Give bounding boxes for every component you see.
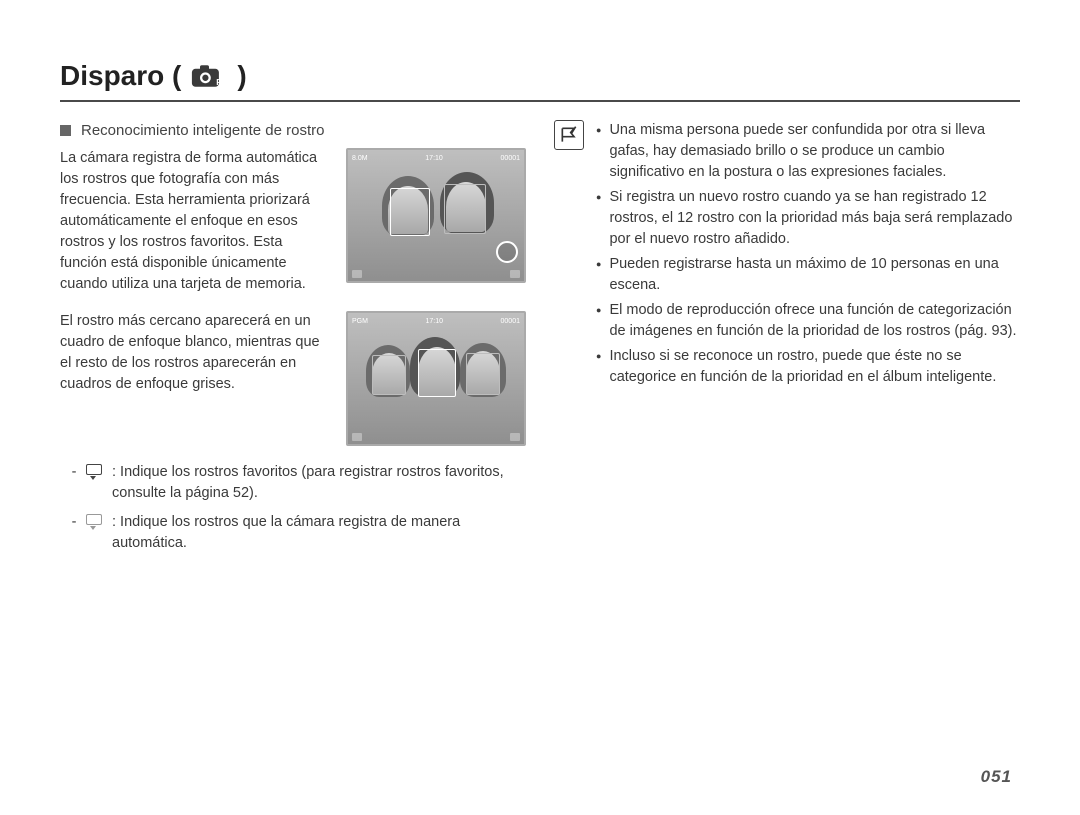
- focus-box: [444, 184, 486, 234]
- note-bullet: Pueden registrarse hasta un máximo de 10…: [596, 254, 1020, 296]
- para-2: El rostro más cercano aparecerá en un cu…: [60, 311, 332, 446]
- page-title-pre: Disparo (: [60, 60, 181, 92]
- dash: -: [70, 512, 78, 533]
- definition-text: : Indique los rostros que la cámara regi…: [112, 512, 526, 554]
- lcd-bottombar: [352, 433, 520, 441]
- focus-ring-icon: [496, 241, 518, 263]
- focus-box: [466, 353, 500, 395]
- page: Disparo ( Fn ) Reconocimiento inteligent…: [0, 0, 1080, 815]
- subheading-row: Reconocimiento inteligente de rostro: [60, 120, 526, 142]
- lcd-indicator-icon: [352, 270, 362, 278]
- lcd-preview-2: PGM 17:10 00001: [346, 311, 526, 446]
- note-bullet-text: El modo de reproducción ofrece una funci…: [609, 300, 1020, 342]
- dash: -: [70, 462, 78, 483]
- lcd-indicator-icon: [510, 270, 520, 278]
- note-bullet: Incluso si se reconoce un rostro, puede …: [596, 346, 1020, 388]
- lcd-readout: 00001: [501, 317, 520, 327]
- lcd-bottombar: [352, 270, 520, 278]
- page-title-post: ): [237, 60, 246, 92]
- lcd-indicator-icon: [510, 433, 520, 441]
- lcd-topbar: 8.0M 17:10 00001: [352, 154, 520, 164]
- note-bullet-text: Pueden registrarse hasta un máximo de 10…: [609, 254, 1020, 296]
- focus-box: [390, 188, 430, 236]
- title-row: Disparo ( Fn ): [60, 60, 1020, 102]
- left-column: Reconocimiento inteligente de rostro La …: [60, 120, 526, 562]
- block-2: El rostro más cercano aparecerá en un cu…: [60, 311, 526, 446]
- lcd-readout: 17:10: [425, 154, 443, 164]
- note-bullet-text: Si registra un nuevo rostro cuando ya se…: [609, 187, 1020, 250]
- svg-text:Fn: Fn: [217, 78, 227, 87]
- lcd-topbar: PGM 17:10 00001: [352, 317, 520, 327]
- columns: Reconocimiento inteligente de rostro La …: [60, 120, 1020, 562]
- page-number: 051: [981, 767, 1012, 787]
- definition-row: - : Indique los rostros favoritos (para r…: [70, 462, 526, 504]
- icon-definition-list: - : Indique los rostros favoritos (para r…: [60, 462, 526, 554]
- lcd-readout: 17:10: [425, 317, 443, 327]
- lcd-readout: PGM: [352, 317, 368, 327]
- subheading: Reconocimiento inteligente de rostro: [81, 120, 324, 142]
- camera-fn-icon: Fn: [191, 64, 227, 88]
- lcd-indicator-icon: [352, 433, 362, 441]
- lcd-readout: 8.0M: [352, 154, 368, 164]
- speech-bubble-icon: [86, 464, 104, 478]
- note-bullet-text: Incluso si se reconoce un rostro, puede …: [609, 346, 1020, 388]
- note-bullet: Una misma persona puede ser confundida p…: [596, 120, 1020, 183]
- para-1: La cámara registra de forma automática l…: [60, 148, 332, 295]
- lcd-preview-1: 8.0M 17:10 00001: [346, 148, 526, 283]
- right-column: Una misma persona puede ser confundida p…: [554, 120, 1020, 562]
- note-bullet: El modo de reproducción ofrece una funci…: [596, 300, 1020, 342]
- focus-box: [372, 355, 406, 395]
- note-icon: [554, 120, 584, 150]
- definition-row: - : Indique los rostros que la cámara reg…: [70, 512, 526, 554]
- note-bullet: Si registra un nuevo rostro cuando ya se…: [596, 187, 1020, 250]
- definition-text: : Indique los rostros favoritos (para re…: [112, 462, 526, 504]
- speech-bubble-grey-icon: [86, 514, 104, 528]
- lcd-readout: 00001: [501, 154, 520, 164]
- note-block: Una misma persona puede ser confundida p…: [554, 120, 1020, 392]
- note-bullet-list: Una misma persona puede ser confundida p…: [596, 120, 1020, 392]
- square-bullet-icon: [60, 125, 71, 136]
- focus-box: [418, 349, 456, 397]
- note-bullet-text: Una misma persona puede ser confundida p…: [609, 120, 1020, 183]
- block-1: La cámara registra de forma automática l…: [60, 148, 526, 295]
